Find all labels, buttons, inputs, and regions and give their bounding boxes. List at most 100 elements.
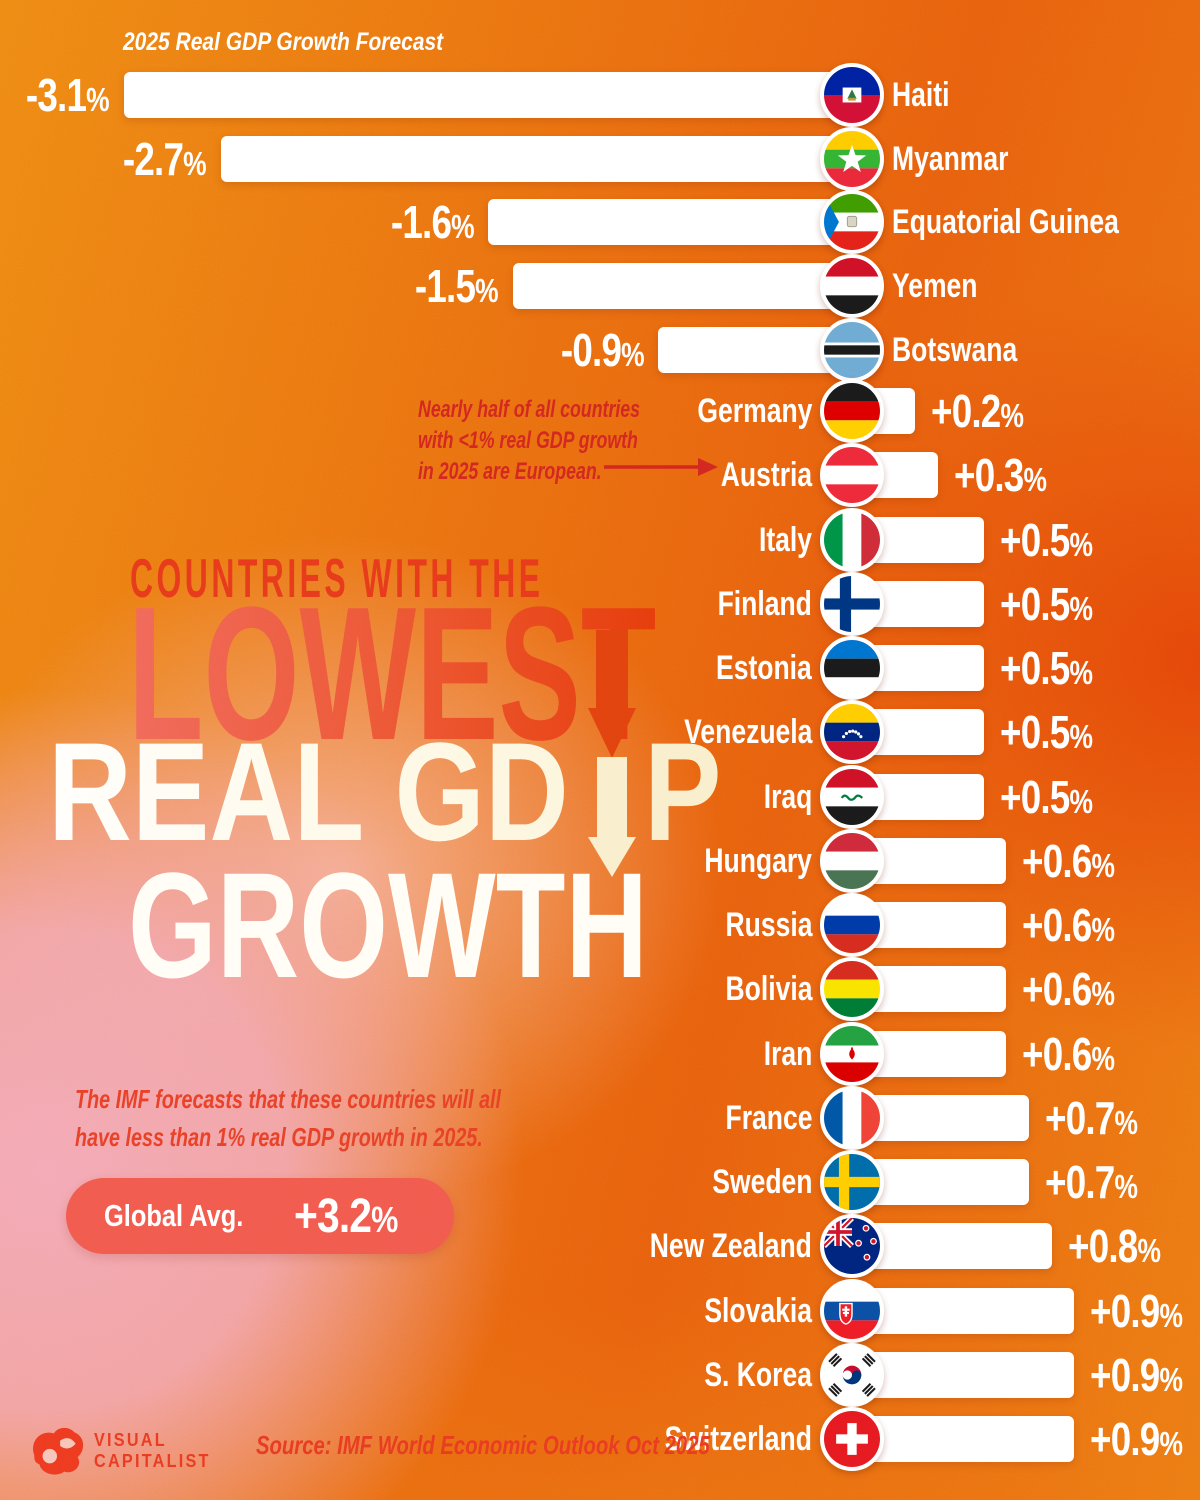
country-label: New Zealand xyxy=(649,1227,812,1266)
brand-line-1: VISUAL xyxy=(94,1430,167,1450)
value-number: +0.9 xyxy=(1090,1348,1160,1401)
bar-value-label: +0.5% xyxy=(1000,508,1093,572)
value-percent-sign: % xyxy=(1068,718,1093,756)
value-number: +0.5 xyxy=(999,513,1070,566)
gdp-bar-myanmar xyxy=(220,135,877,182)
value-number: +0.9 xyxy=(1090,1284,1160,1337)
country-label: Yemen xyxy=(892,267,978,306)
gdp-row-haiti: Haiti -3.1% xyxy=(0,63,1200,127)
bar-value-label: +0.2% xyxy=(931,379,1024,443)
bar-value-label: +0.6% xyxy=(1022,1022,1115,1086)
country-label: Estonia xyxy=(716,649,812,687)
bar-value-label: +0.9% xyxy=(1090,1343,1183,1407)
country-label: Myanmar xyxy=(892,139,1009,178)
value-percent-sign: % xyxy=(450,208,475,246)
flag-equatorial-guinea-icon xyxy=(820,190,884,255)
global-avg-value: +3.2% xyxy=(294,1189,398,1244)
down-arrow-red-icon xyxy=(588,630,636,877)
annotation-arrow-icon xyxy=(604,458,718,476)
value-number: +0.2 xyxy=(931,385,1001,437)
value-percent-sign: % xyxy=(1068,589,1093,627)
value-percent-sign: % xyxy=(1159,1296,1184,1334)
bar-value-label: +0.6% xyxy=(1022,829,1115,893)
value-number: +0.6 xyxy=(1022,899,1092,951)
country-label: Haiti xyxy=(892,76,950,114)
value-percent-sign: % xyxy=(1159,1360,1184,1398)
country-label: Iran xyxy=(763,1034,812,1073)
flag-russia-icon xyxy=(820,893,884,957)
value-number: +0.5 xyxy=(999,642,1070,694)
bar-value-label: +0.9% xyxy=(1090,1407,1183,1471)
value-number: +0.3 xyxy=(954,449,1024,502)
subtitle-line-1: The IMF forecasts that these countries w… xyxy=(75,1084,502,1114)
value-number: -1.6 xyxy=(390,196,452,249)
bar-value-label: +0.6% xyxy=(1022,957,1115,1021)
country-label: France xyxy=(725,1098,812,1137)
bar-value-label: +0.6% xyxy=(1022,893,1115,957)
bar-value-label: +0.5% xyxy=(1000,636,1093,700)
value-number: +0.8 xyxy=(1067,1220,1138,1273)
bar-value-label: +0.8% xyxy=(1068,1214,1161,1278)
value-number: +0.5 xyxy=(999,577,1070,630)
value-number: -3.1 xyxy=(26,69,87,121)
flag-new-zealand-icon xyxy=(820,1214,884,1279)
value-percent-sign: % xyxy=(1091,846,1116,884)
flag-estonia-icon xyxy=(820,636,884,700)
country-label: Italy xyxy=(758,520,812,559)
brand-line-2: CAPITALIST xyxy=(94,1451,211,1471)
subtitle: The IMF forecasts that these countries w… xyxy=(75,1080,501,1156)
value-number: +0.5 xyxy=(999,770,1070,823)
bar-value-label: +0.5% xyxy=(1000,765,1093,829)
flag-bolivia-icon xyxy=(820,957,884,1022)
flag-finland-icon xyxy=(820,571,884,636)
gdp-row-yemen: Yemen -1.5% xyxy=(0,254,1200,319)
value-number: +0.7 xyxy=(1044,1156,1115,1208)
value-percent-sign: % xyxy=(1068,654,1093,691)
chart-forecast-label: 2025 Real GDP Growth Forecast xyxy=(123,28,444,56)
country-label: S. Korea xyxy=(704,1355,812,1394)
flag-austria-icon xyxy=(820,443,884,508)
value-percent-sign: % xyxy=(1091,975,1116,1013)
flag-germany-icon xyxy=(820,379,884,443)
flag-slovakia-icon xyxy=(820,1278,884,1343)
gdp-row-s-korea: S. Korea +0.9% xyxy=(0,1342,1200,1407)
bar-value-label: -3.1% xyxy=(26,63,110,127)
flag-hungary-icon xyxy=(820,828,884,893)
global-avg-number: +3.2 xyxy=(293,1189,372,1243)
value-percent-sign: % xyxy=(1091,911,1116,948)
bar-value-label: -1.6% xyxy=(391,190,475,254)
value-number: +0.6 xyxy=(1022,963,1092,1016)
value-percent-sign: % xyxy=(1159,1425,1184,1462)
country-label: Russia xyxy=(725,906,812,944)
value-percent-sign: % xyxy=(1091,1039,1116,1077)
value-number: +0.6 xyxy=(1022,834,1092,887)
country-label: Finland xyxy=(717,584,812,623)
global-avg-percent-sign: % xyxy=(371,1198,398,1240)
bar-value-label: +0.7% xyxy=(1045,1150,1138,1214)
value-number: -0.9 xyxy=(560,323,622,376)
value-number: -1.5 xyxy=(414,260,476,313)
subtitle-line-2: have less than 1% real GDP growth in 202… xyxy=(75,1122,483,1152)
value-number: -2.7 xyxy=(123,132,184,185)
value-percent-sign: % xyxy=(1137,1232,1161,1270)
gdp-row-myanmar: Myanmar -2.7% xyxy=(0,126,1200,191)
global-avg-label: Global Avg. xyxy=(104,1198,244,1233)
flag-yemen-icon xyxy=(820,254,884,319)
annotation-line-1: Nearly half of all countries xyxy=(418,396,641,423)
country-label: Austria xyxy=(720,456,812,495)
global-avg-badge: Global Avg. +3.2% xyxy=(66,1178,454,1254)
bar-value-label: +0.9% xyxy=(1090,1279,1183,1343)
value-percent-sign: % xyxy=(1000,397,1025,434)
bar-value-label: -0.9% xyxy=(561,318,645,382)
value-percent-sign: % xyxy=(1114,1168,1138,1205)
bar-value-label: -2.7% xyxy=(123,127,207,191)
gdp-bar-haiti xyxy=(123,72,877,118)
flag-sweden-icon xyxy=(820,1150,884,1214)
gdp-row-equatorial-guinea: Equatorial Guinea -1.6% xyxy=(0,190,1200,255)
value-number: +0.5 xyxy=(999,706,1070,759)
flag-myanmar-icon xyxy=(820,126,884,191)
country-label: Slovakia xyxy=(704,1291,812,1330)
flag-iran-icon xyxy=(820,1021,884,1086)
gdp-bar-equatorial-guinea xyxy=(488,199,877,246)
